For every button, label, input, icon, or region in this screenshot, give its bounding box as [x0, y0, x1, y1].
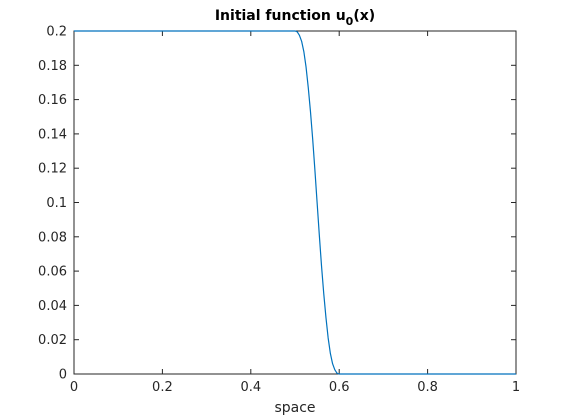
x-axis-ticks: 0 0.2 0.4 0.6 0.8 1: [70, 31, 520, 395]
y-tick-label: 0.1: [46, 196, 67, 211]
y-tick-label: 0.18: [38, 59, 67, 74]
y-tick-label: 0.06: [38, 265, 67, 280]
x-tick-label: 0: [70, 380, 78, 395]
y-tick-label: 0.14: [38, 127, 67, 142]
series-line: [74, 30, 516, 375]
x-tick-label: 0.4: [240, 380, 261, 395]
y-tick-label: 0.04: [38, 299, 67, 314]
chart-title: Initial function u0(x): [215, 8, 375, 28]
x-axis-label: space: [274, 400, 315, 416]
y-tick-label: 0.08: [38, 230, 67, 245]
x-tick-label: 0.6: [329, 380, 350, 395]
y-tick-label: 0.2: [46, 25, 67, 40]
y-tick-label: 0.16: [38, 93, 67, 108]
chart-title-suffix: (x): [353, 8, 375, 24]
x-tick-label: 0.2: [152, 380, 173, 395]
chart-title-subscript: 0: [346, 15, 354, 28]
y-tick-label: 0.02: [38, 333, 67, 348]
y-tick-label: 0: [59, 368, 67, 383]
x-tick-label: 0.8: [417, 380, 438, 395]
x-tick-label: 1: [512, 380, 520, 395]
y-axis-ticks: 0 0.02 0.04 0.06 0.08 0.1 0.12 0.14 0.16 0.18 0.2: [38, 25, 516, 383]
chart-title-main: Initial function u: [215, 8, 346, 24]
y-tick-label: 0.12: [38, 162, 67, 177]
series-layer: [74, 30, 516, 375]
axes-box: [73, 30, 517, 375]
plot-area: 0 0.2 0.4 0.6 0.8 1 00.020.040.060.080.10.120…: [38, 25, 520, 396]
